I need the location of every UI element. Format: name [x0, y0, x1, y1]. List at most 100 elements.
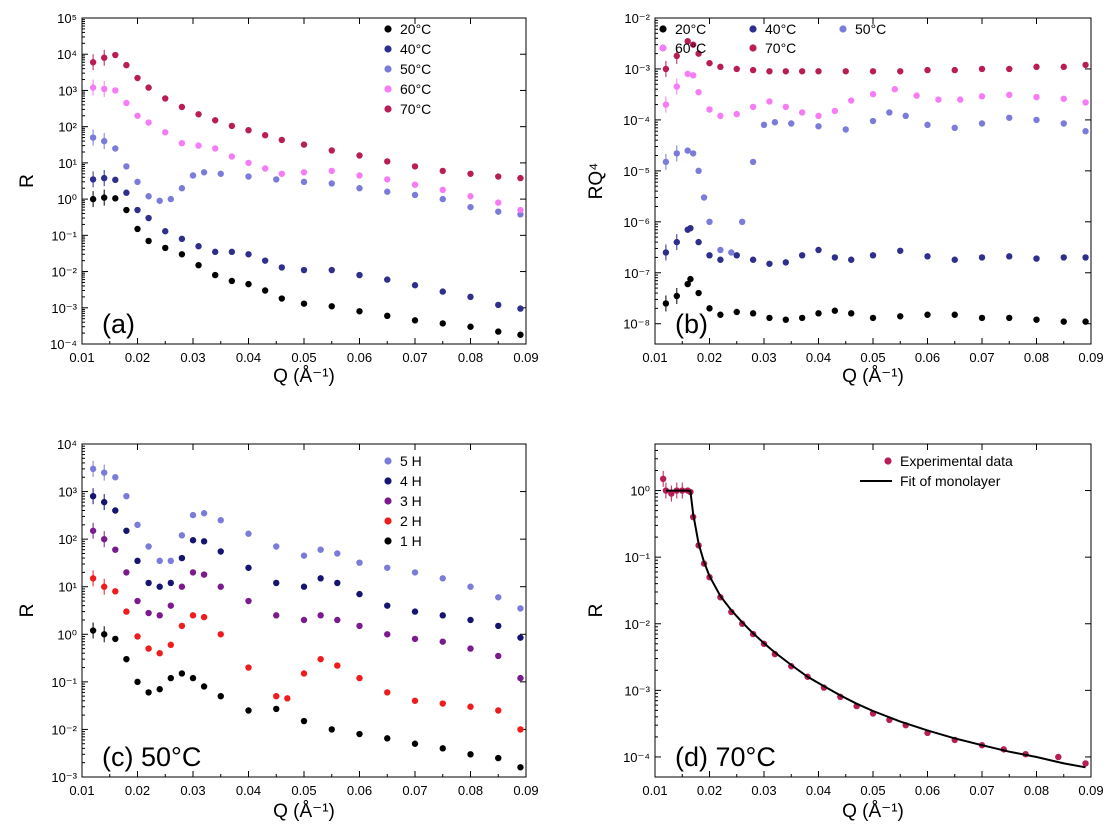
data-point: [978, 93, 986, 100]
x-tick-label: 0.05: [860, 350, 885, 365]
data-point: [467, 751, 474, 758]
data-point: [411, 608, 419, 615]
series-20-c: [662, 275, 1089, 325]
data-point: [356, 152, 363, 159]
data-point: [178, 251, 186, 258]
data-point: [89, 195, 97, 203]
data-point: [924, 121, 931, 129]
data-point: [145, 543, 152, 550]
data-point: [261, 132, 269, 139]
data-point: [1082, 254, 1089, 261]
data-point: [101, 137, 108, 145]
data-point: [728, 249, 735, 256]
data-point: [89, 492, 97, 500]
legend-marker: [749, 44, 757, 52]
data-point: [300, 717, 308, 725]
y-tick-label: 10⁻⁴: [50, 337, 77, 352]
data-point: [695, 289, 702, 297]
data-point: [101, 174, 108, 182]
data-point: [228, 153, 236, 160]
x-tick-label: 0.08: [458, 783, 483, 798]
data-point: [662, 65, 670, 73]
data-point: [439, 186, 446, 194]
panel-label: (b): [675, 309, 708, 339]
legend: 20°C 40°C 50°C 60°C 70°C: [384, 21, 431, 117]
data-point: [212, 271, 219, 279]
y-axis-label: RQ⁴: [586, 163, 607, 200]
data-point: [178, 185, 186, 192]
data-point: [815, 112, 822, 120]
data-point: [123, 61, 130, 69]
y-tick-label: 10⁻³: [624, 683, 650, 698]
data-point: [831, 254, 839, 261]
data-point: [739, 620, 746, 627]
data-point: [951, 311, 958, 318]
x-tick-label: 0.08: [458, 350, 483, 365]
data-point: [134, 597, 141, 605]
data-point: [897, 68, 904, 75]
data-point: [848, 97, 855, 104]
data-point: [178, 670, 186, 677]
data-point: [200, 571, 208, 578]
data-point: [317, 612, 324, 619]
series-50-c: [662, 109, 1089, 256]
x-tick-label: 0.06: [347, 783, 372, 798]
data-point: [145, 119, 152, 126]
data-point: [328, 303, 335, 310]
legend-label: 1 H: [400, 533, 422, 549]
data-point: [831, 307, 839, 314]
data-point: [195, 111, 202, 118]
data-point: [848, 256, 855, 263]
data-point: [189, 537, 197, 544]
data-point: [273, 176, 280, 183]
y-axis-label: R: [586, 604, 607, 618]
data-point: [842, 68, 849, 75]
data-point: [517, 174, 524, 182]
data-point: [245, 664, 252, 671]
x-tick-label: 0.08: [1024, 783, 1049, 798]
data-point: [178, 622, 186, 630]
x-axis-label: Q (Å⁻¹): [842, 366, 904, 387]
data-point: [659, 475, 667, 483]
data-point: [798, 68, 806, 75]
data-point: [212, 248, 219, 256]
data-point: [1033, 316, 1040, 323]
data-point: [356, 622, 363, 630]
y-tick-label: 10²: [58, 532, 77, 547]
series-5-h: [89, 460, 524, 612]
data-point: [771, 119, 779, 126]
x-tick-label: 0.09: [1078, 783, 1103, 798]
data-point: [1060, 318, 1067, 325]
data-point: [89, 59, 97, 66]
data-point: [273, 612, 280, 619]
data-point: [733, 110, 740, 118]
data-point: [766, 260, 773, 267]
data-point: [411, 163, 419, 170]
data-point: [1060, 120, 1067, 127]
x-axis-label: Q (Å⁻¹): [273, 801, 335, 822]
data-point: [1006, 65, 1013, 73]
data-point: [439, 320, 446, 327]
legend-label: 60°C: [675, 40, 706, 56]
data-point: [228, 248, 236, 256]
data-point: [328, 266, 335, 274]
data-point: [662, 300, 670, 307]
data-point: [156, 650, 163, 657]
data-point: [517, 674, 524, 682]
data-point: [89, 176, 97, 183]
data-point: [261, 257, 269, 264]
data-point: [134, 521, 141, 529]
data-point: [300, 616, 308, 624]
legend-label: 20°C: [675, 21, 706, 37]
data-point: [300, 583, 308, 590]
data-point: [951, 256, 958, 263]
y-tick-label: 10⁻²: [624, 11, 650, 26]
plot-frame: [654, 443, 1092, 778]
legend-label: 70°C: [765, 40, 796, 56]
data-point: [300, 178, 308, 186]
data-point: [891, 86, 898, 93]
legend-marker: [384, 457, 392, 465]
x-tick-label: 0.04: [236, 350, 261, 365]
data-point: [356, 730, 363, 738]
x-tick-label: 0.07: [969, 783, 994, 798]
